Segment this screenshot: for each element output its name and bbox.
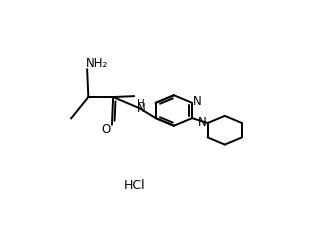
Text: HCl: HCl (124, 179, 145, 192)
Text: N: N (198, 116, 206, 129)
Text: H: H (137, 99, 145, 109)
Text: N: N (193, 96, 202, 109)
Text: N: N (136, 102, 145, 115)
Text: O: O (101, 123, 110, 136)
Text: NH₂: NH₂ (86, 57, 108, 70)
